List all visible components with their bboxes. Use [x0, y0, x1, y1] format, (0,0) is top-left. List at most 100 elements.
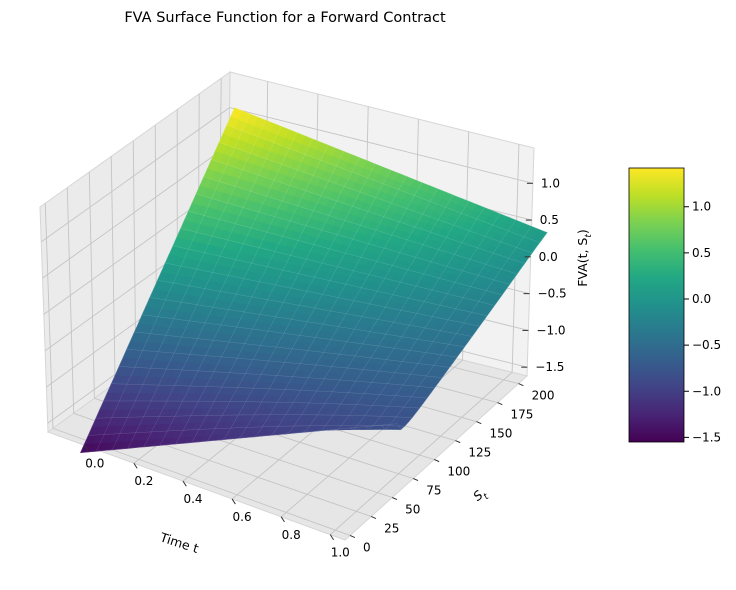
grid-line-s-left [110, 156, 116, 384]
surface-mesh-line [149, 297, 465, 348]
x-axis-label: Time t [157, 529, 200, 556]
surface-mesh-line [159, 138, 313, 446]
y-axis-label: St [470, 485, 491, 507]
surface-mesh-line [191, 151, 345, 443]
surface-mesh-line [203, 176, 518, 275]
surface-mesh-line [134, 331, 450, 368]
grid-line-z-left [40, 107, 230, 243]
y-tick-mark [349, 534, 356, 539]
colorbar-tick-label: 0.0 [692, 292, 711, 306]
x-tick-label: 0.8 [282, 528, 301, 542]
surface-mesh-line [103, 400, 420, 409]
x-tick-label: 0.2 [134, 474, 153, 488]
y-tick-mark [413, 478, 419, 482]
surface-mesh-line [157, 280, 473, 337]
x-tick-label: 0.6 [233, 510, 252, 524]
x-tick-label: 1.0 [331, 546, 350, 560]
surface-mesh-line [397, 232, 548, 430]
surface-mesh-line [270, 182, 423, 436]
surface-mesh-line [142, 314, 458, 358]
z-tick-label: −0.5 [538, 287, 567, 301]
colorbar-tick-label: −1.5 [692, 430, 721, 444]
surface-mesh-line [80, 107, 235, 453]
grid-line-time-floor [329, 371, 513, 535]
surface-mesh-line [302, 195, 454, 433]
surface-mesh-line [219, 142, 533, 254]
y-tick-label: 125 [468, 446, 491, 460]
x-tick-mark [182, 480, 187, 487]
y-tick-label: 25 [384, 521, 399, 535]
surface-mesh-line [118, 366, 435, 389]
x-tick-mark [133, 462, 138, 469]
surface-mesh-line [96, 113, 251, 452]
colorbar-tick-label: 0.5 [692, 246, 711, 260]
y-tick-label: 100 [447, 465, 470, 479]
grid-line-s-left [66, 187, 75, 414]
x-tick-mark [84, 445, 89, 451]
surface-mesh-line [111, 120, 267, 450]
surface-mesh-line [80, 423, 398, 453]
x-tick-mark [231, 498, 236, 505]
surface-mesh-line [165, 262, 480, 327]
colorbar-tick-label: 1.0 [692, 200, 711, 214]
z-tick-label: −1.0 [536, 323, 565, 337]
surface-mesh-line [365, 219, 517, 430]
z-tick-label: 0.0 [539, 250, 558, 264]
z-tick-label: −1.5 [535, 360, 564, 374]
grid-line-s-left [88, 171, 95, 399]
y-tick-label: 75 [426, 484, 441, 498]
y-tick-mark [434, 459, 440, 463]
surface-mesh-line [95, 414, 413, 419]
surface-mesh-line [111, 383, 428, 399]
surface-mesh-line [88, 425, 405, 436]
surface-mesh-line [254, 176, 407, 437]
x-tick-label: 0.0 [85, 456, 104, 470]
surface-mesh-line [188, 211, 503, 296]
surface-patch [230, 107, 243, 120]
x-tick-label: 0.4 [183, 492, 202, 506]
y-tick-label: 150 [489, 427, 512, 441]
surface-mesh-line [143, 132, 298, 448]
z-tick-label: 1.0 [541, 176, 560, 190]
colorbar-ticks: −1.5 −1.0 −0.5 0.0 0.5 1.0 [684, 200, 721, 444]
y-tick-label: 200 [532, 389, 555, 403]
x-tick-mark [280, 516, 285, 523]
x-tick-mark [329, 534, 334, 541]
surface-mesh-line [349, 213, 501, 430]
surface-mesh-line [381, 226, 532, 430]
colorbar-tick-label: −0.5 [692, 338, 721, 352]
fva-surface [80, 107, 548, 454]
y-tick-mark [518, 383, 524, 387]
y-tick-label: 175 [511, 408, 534, 422]
z-tick-label: 0.5 [540, 213, 559, 227]
y-tick-mark [476, 421, 482, 425]
surface-mesh-line [207, 157, 360, 442]
surface-mesh-line [196, 193, 510, 285]
grid-line-z-left [42, 144, 230, 279]
colorbar-tick-label: −1.0 [692, 384, 721, 398]
surface-mesh-line [172, 245, 488, 317]
axis-ticks: 0.0 0.2 0.4 0.6 0.8 1.0 0 25 50 75 100 125 150 175 200… [84, 176, 567, 560]
colorbar-gradient [628, 167, 685, 443]
colorbar: −1.5 −1.0 −0.5 0.0 0.5 1.0 [628, 167, 721, 444]
y-tick-label: 0 [363, 540, 371, 554]
y-tick-mark [497, 402, 503, 406]
y-tick-label: 50 [405, 502, 420, 516]
surface-mesh-line [226, 124, 540, 243]
y-tick-mark [455, 440, 461, 444]
surface-mesh-line [222, 163, 376, 440]
surface-mesh-line [286, 188, 438, 435]
surface-mesh-line [238, 170, 392, 439]
y-tick-mark [370, 516, 377, 520]
surface-mesh-line [234, 107, 548, 233]
surface-mesh-line [126, 348, 443, 378]
grid-line-z-back [229, 107, 534, 184]
surface-mesh-line [334, 207, 485, 431]
surface-mesh-line [180, 228, 495, 306]
chart-title: FVA Surface Function for a Forward Contr… [124, 10, 446, 26]
surface-mesh-line [127, 126, 282, 449]
surface-mesh-line [211, 159, 525, 264]
surface-mesh-line [175, 145, 329, 445]
y-tick-mark [391, 497, 398, 501]
